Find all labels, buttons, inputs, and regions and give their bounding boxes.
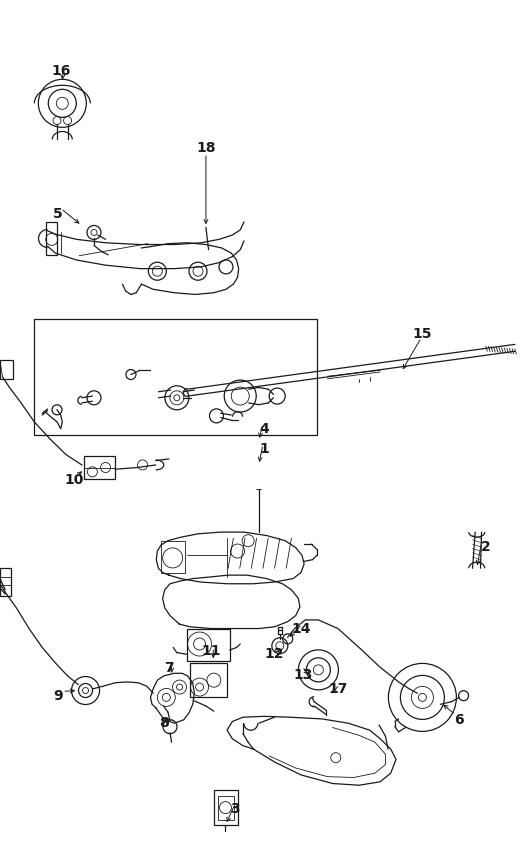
- Text: 11: 11: [202, 644, 221, 658]
- Bar: [34, 319, 317, 435]
- Text: 12: 12: [265, 647, 284, 661]
- Text: 8: 8: [159, 716, 168, 730]
- Text: 15: 15: [413, 327, 432, 341]
- Text: 5: 5: [53, 207, 63, 220]
- Text: 17: 17: [328, 682, 347, 696]
- Text: 18: 18: [196, 141, 215, 155]
- Text: 13: 13: [294, 668, 313, 682]
- Text: 4: 4: [259, 422, 269, 436]
- Text: 3: 3: [230, 802, 240, 816]
- Text: 1: 1: [259, 443, 269, 456]
- Text: 9: 9: [53, 689, 63, 703]
- Text: 6: 6: [455, 713, 464, 727]
- Text: 2: 2: [481, 540, 491, 554]
- Text: 14: 14: [291, 622, 310, 635]
- Text: 10: 10: [64, 474, 83, 487]
- Text: 16: 16: [51, 64, 70, 77]
- Text: 7: 7: [164, 661, 174, 675]
